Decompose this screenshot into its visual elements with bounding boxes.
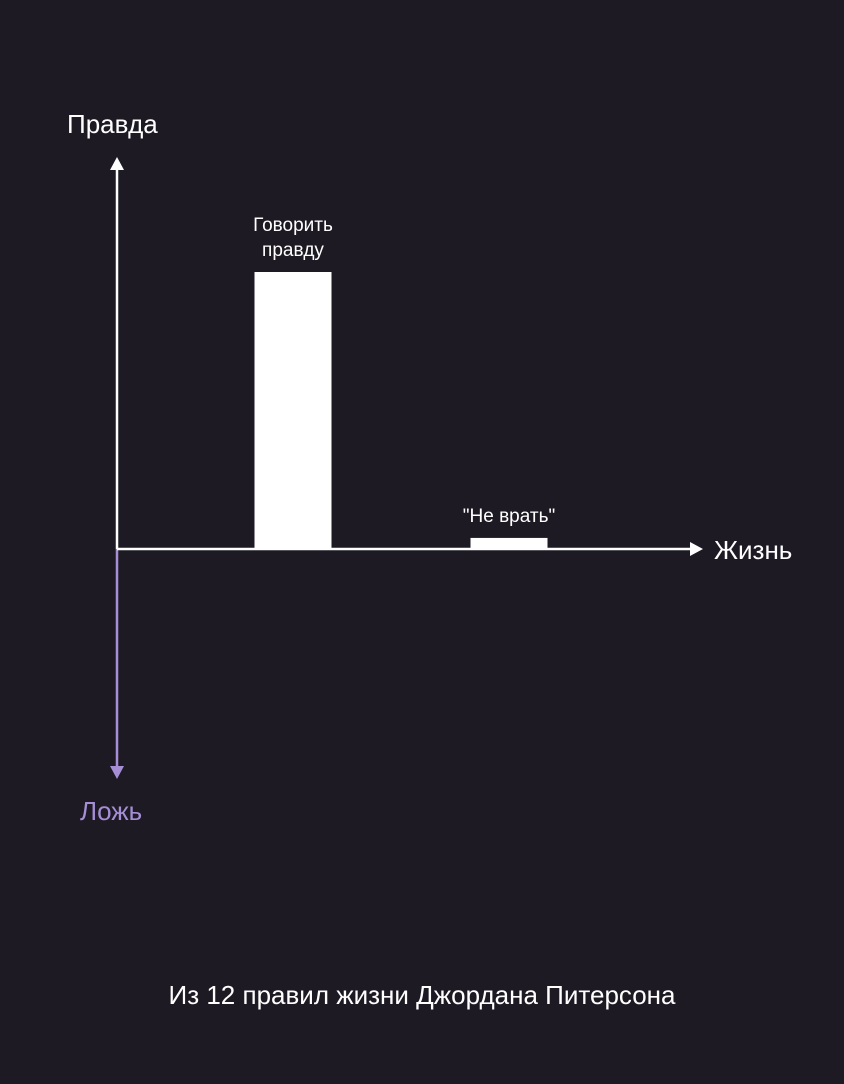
y-axis-positive-label: Правда [67,109,158,139]
y-axis-up-arrow-icon [110,157,124,170]
bar-2 [470,537,548,549]
chart-caption: Из 12 правил жизни Джордана Питерсона [168,980,676,1010]
x-axis-right-arrow-icon [690,542,703,556]
bar-1 [254,272,332,549]
bar-label-1: Говорить правду [253,215,333,261]
bar-label-2: "Не врать" [463,506,555,527]
y-axis-negative-label: Ложь [80,796,142,826]
y-axis-down-arrow-icon [110,766,124,779]
x-axis-label: Жизнь [714,535,792,565]
